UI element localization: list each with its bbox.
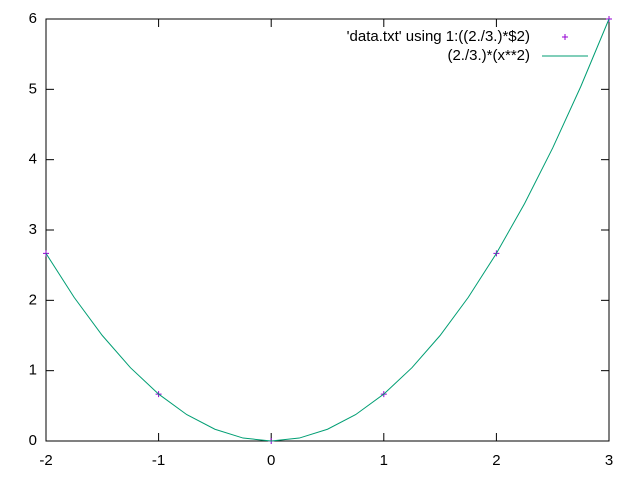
x-tick-label: 3 [605,452,613,469]
legend-marker [562,34,568,40]
curve [45,18,610,442]
y-tick-label: 2 [29,291,37,308]
x-tick-label: 0 [267,452,275,469]
legend-label: (2./3.)*(x**2) [447,47,530,64]
x-tick-label: -2 [39,452,52,469]
y-tick-label: 0 [29,432,37,449]
x-tick-label: 1 [380,452,388,469]
x-tick-label: -1 [152,452,165,469]
y-tick-label: 3 [29,221,37,238]
y-tick-label: 4 [29,151,37,168]
plot-border [45,18,610,442]
legend-label: 'data.txt' using 1:((2./3.)*$2) [347,28,530,45]
x-tick-label: 2 [492,452,500,469]
y-tick-label: 5 [29,80,37,97]
y-tick-label: 6 [29,10,37,27]
y-tick-label: 1 [29,362,37,379]
